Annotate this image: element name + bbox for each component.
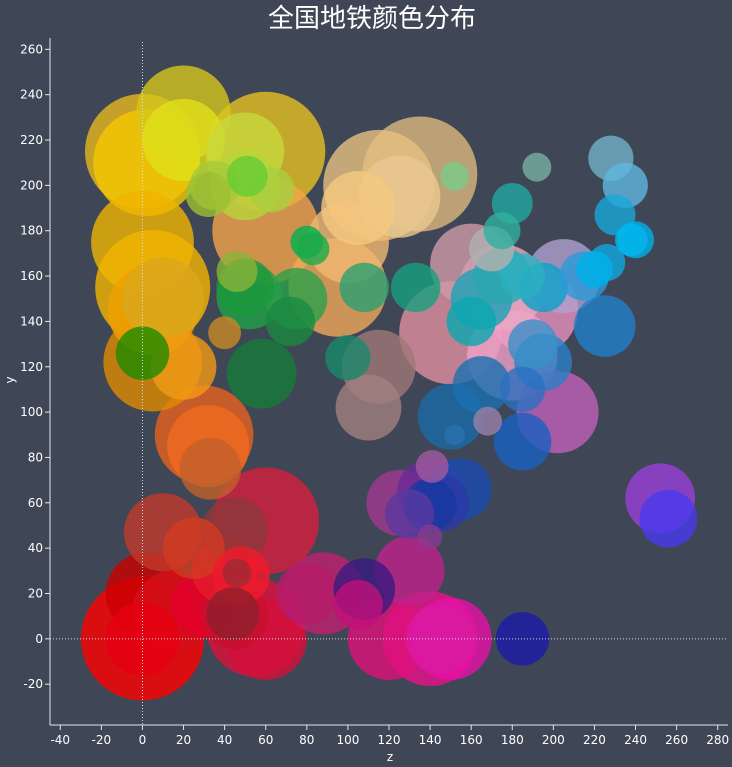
bubble-point-1 [105, 601, 180, 676]
x-tick-label: 100 [336, 733, 359, 747]
x-tick-label: 60 [258, 733, 273, 747]
x-tick-label: 240 [624, 733, 647, 747]
x-tick-label: 180 [501, 733, 524, 747]
y-tick-label: 160 [20, 269, 43, 283]
bubble-point-89 [615, 223, 648, 257]
y-tick-label: 40 [28, 541, 43, 555]
bubble-point-53 [339, 262, 389, 313]
y-tick-label: 0 [35, 632, 43, 646]
bubble-point-84 [522, 152, 552, 182]
bubble-point-11 [206, 587, 260, 641]
bubble-point-73 [444, 424, 466, 446]
bubble-point-68 [499, 366, 546, 412]
x-tick-label: 160 [460, 733, 483, 747]
bubble-point-54 [391, 262, 441, 313]
bubble-point-107 [276, 562, 338, 625]
bubble-point-26 [121, 257, 205, 340]
bubble-point-74 [446, 296, 496, 347]
y-tick-label: 260 [20, 42, 43, 56]
bubble-point-70 [452, 356, 511, 414]
y-tick-label: 220 [20, 133, 43, 147]
bubble-point-31 [142, 98, 225, 182]
bubble-point-40 [216, 251, 258, 292]
bubble-point-80 [573, 295, 636, 357]
bubble-point-97 [384, 489, 435, 539]
x-tick-label: 200 [542, 733, 565, 747]
x-axis-label: z [387, 750, 393, 764]
y-tick-label: 20 [28, 586, 43, 600]
bubble-point-58 [335, 374, 402, 441]
bubble-point-23 [226, 338, 297, 409]
bubble-layer [80, 65, 698, 701]
chart-title: 全国地铁颜色分布 [268, 4, 476, 34]
bubble-point-56 [325, 335, 371, 381]
bubble-point-38 [226, 155, 268, 197]
y-tick-label: 140 [20, 314, 43, 328]
y-axis-label: y [3, 376, 17, 383]
y-axis: -20 0 20 40 60 80 100 120 140 160 180 200 220 240 260 [20, 38, 51, 725]
bubble-point-72 [473, 406, 502, 436]
y-tick-label: 200 [20, 178, 43, 192]
bubble-point-15 [163, 517, 225, 579]
bubble-point-98 [417, 524, 443, 550]
x-tick-label: -20 [92, 733, 112, 747]
x-tick-label: 120 [378, 733, 401, 747]
x-tick-label: 280 [706, 733, 729, 747]
bubble-point-37 [185, 171, 231, 217]
bubble-point-99 [415, 450, 449, 483]
x-tick-label: 0 [139, 733, 147, 747]
y-tick-label: 80 [28, 450, 43, 464]
bubble-point-46 [296, 232, 330, 266]
bubble-point-105 [333, 580, 383, 630]
plot-area [50, 42, 728, 725]
bubble-point-21 [208, 316, 242, 350]
bubble-point-22 [115, 326, 170, 380]
bubble-point-69 [493, 412, 552, 471]
x-tick-label: 20 [176, 733, 191, 747]
bubble-point-77 [499, 253, 546, 299]
bubble-point-109 [495, 612, 550, 666]
bubble-point-111 [639, 489, 698, 548]
bubble-point-82 [483, 212, 521, 250]
bubble-point-10 [222, 558, 252, 588]
y-tick-label: -20 [23, 677, 43, 691]
x-tick-label: 140 [419, 733, 442, 747]
x-axis: -40 -20 0 20 40 60 80 100 120 140 160 180 200 220 240 2… [50, 724, 729, 747]
x-tick-label: -40 [50, 733, 70, 747]
bubble-point-49 [321, 171, 396, 245]
x-tick-label: 40 [217, 733, 232, 747]
bubble-point-18 [179, 438, 242, 500]
bubble-point-55 [440, 161, 470, 191]
y-tick-label: 100 [20, 405, 43, 419]
y-tick-label: 120 [20, 360, 43, 374]
x-tick-label: 220 [583, 733, 606, 747]
bubble-point-66 [508, 319, 558, 369]
y-tick-label: 60 [28, 496, 43, 510]
x-tick-label: 80 [299, 733, 314, 747]
bubble-point-91 [576, 250, 613, 288]
y-tick-label: 180 [20, 224, 43, 238]
y-tick-label: 240 [20, 88, 43, 102]
x-tick-label: 260 [665, 733, 688, 747]
bubble-point-44 [265, 296, 316, 347]
